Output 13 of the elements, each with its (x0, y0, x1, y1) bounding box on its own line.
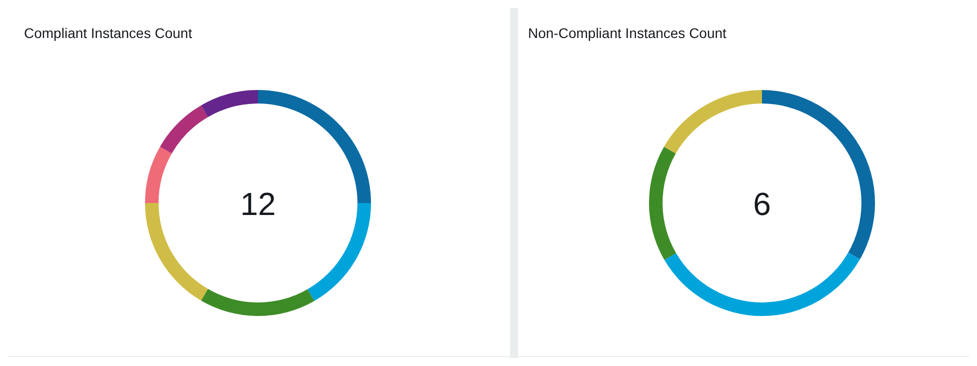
chart-title: Non-Compliant Instances Count (528, 25, 727, 41)
text: 12 (240, 186, 276, 222)
donut-slice (160, 105, 208, 154)
text: 6 (753, 186, 771, 222)
donut-slice (145, 203, 208, 301)
donut-slice (664, 252, 860, 316)
donut-slice (145, 146, 172, 203)
donut-slice (664, 90, 762, 154)
donut-slice (201, 288, 314, 316)
chart-title: Compliant Instances Count (24, 25, 192, 41)
donut-slice (308, 203, 371, 301)
donut-slice (201, 90, 258, 118)
donut-slice (649, 146, 676, 260)
